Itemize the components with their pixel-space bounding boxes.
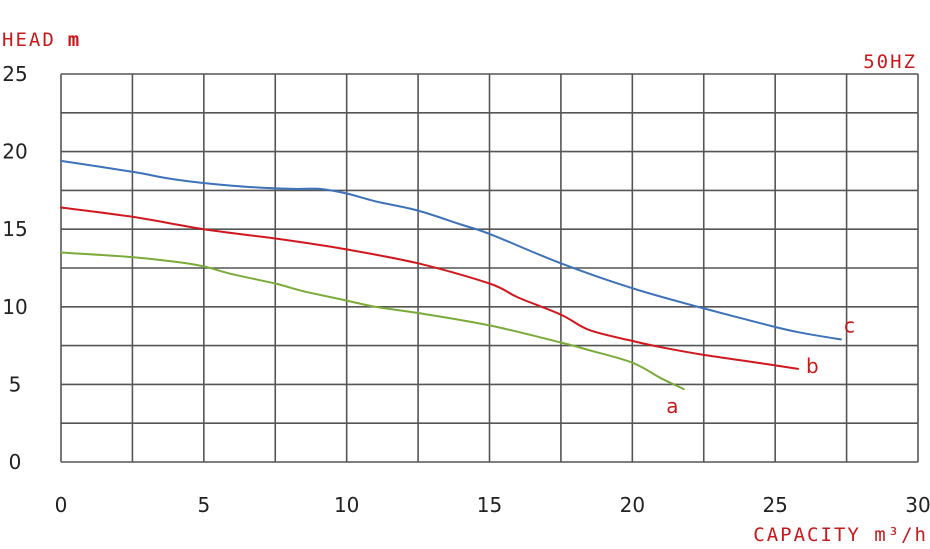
series-line-a — [60, 251, 685, 391]
x-tick-label: 15 — [477, 493, 502, 517]
x-tick-labels: 0 5 10 15 20 25 30 — [55, 493, 930, 517]
x-tick-label: 30 — [905, 493, 930, 517]
y-tick-labels: 0 5 10 15 20 25 — [2, 62, 27, 474]
y-tick-label: 25 — [2, 62, 27, 86]
x-tick-label: 20 — [620, 493, 645, 517]
series-line-c — [60, 159, 842, 341]
frequency-annotation: 50HZ — [863, 51, 917, 73]
series-label-a: a — [666, 394, 678, 418]
series-group — [60, 159, 842, 391]
y-tick-label: 0 — [9, 450, 22, 474]
x-tick-label: 10 — [334, 493, 359, 517]
x-tick-label: 5 — [197, 493, 210, 517]
y-tick-label: 5 — [9, 372, 22, 396]
y-tick-label: 15 — [2, 217, 27, 241]
x-tick-label: 0 — [55, 493, 68, 517]
x-axis-label: CAPACITY m³/h — [753, 524, 928, 546]
series-label-c: c — [844, 313, 855, 337]
y-tick-label: 20 — [2, 140, 27, 164]
series-line-b — [60, 206, 799, 370]
y-tick-label: 10 — [2, 295, 27, 319]
x-tick-label: 25 — [762, 493, 787, 517]
y-axis-label: HEAD m — [2, 29, 81, 51]
grid — [60, 73, 919, 463]
series-labels: a b c — [666, 313, 855, 418]
series-label-b: b — [806, 354, 819, 378]
